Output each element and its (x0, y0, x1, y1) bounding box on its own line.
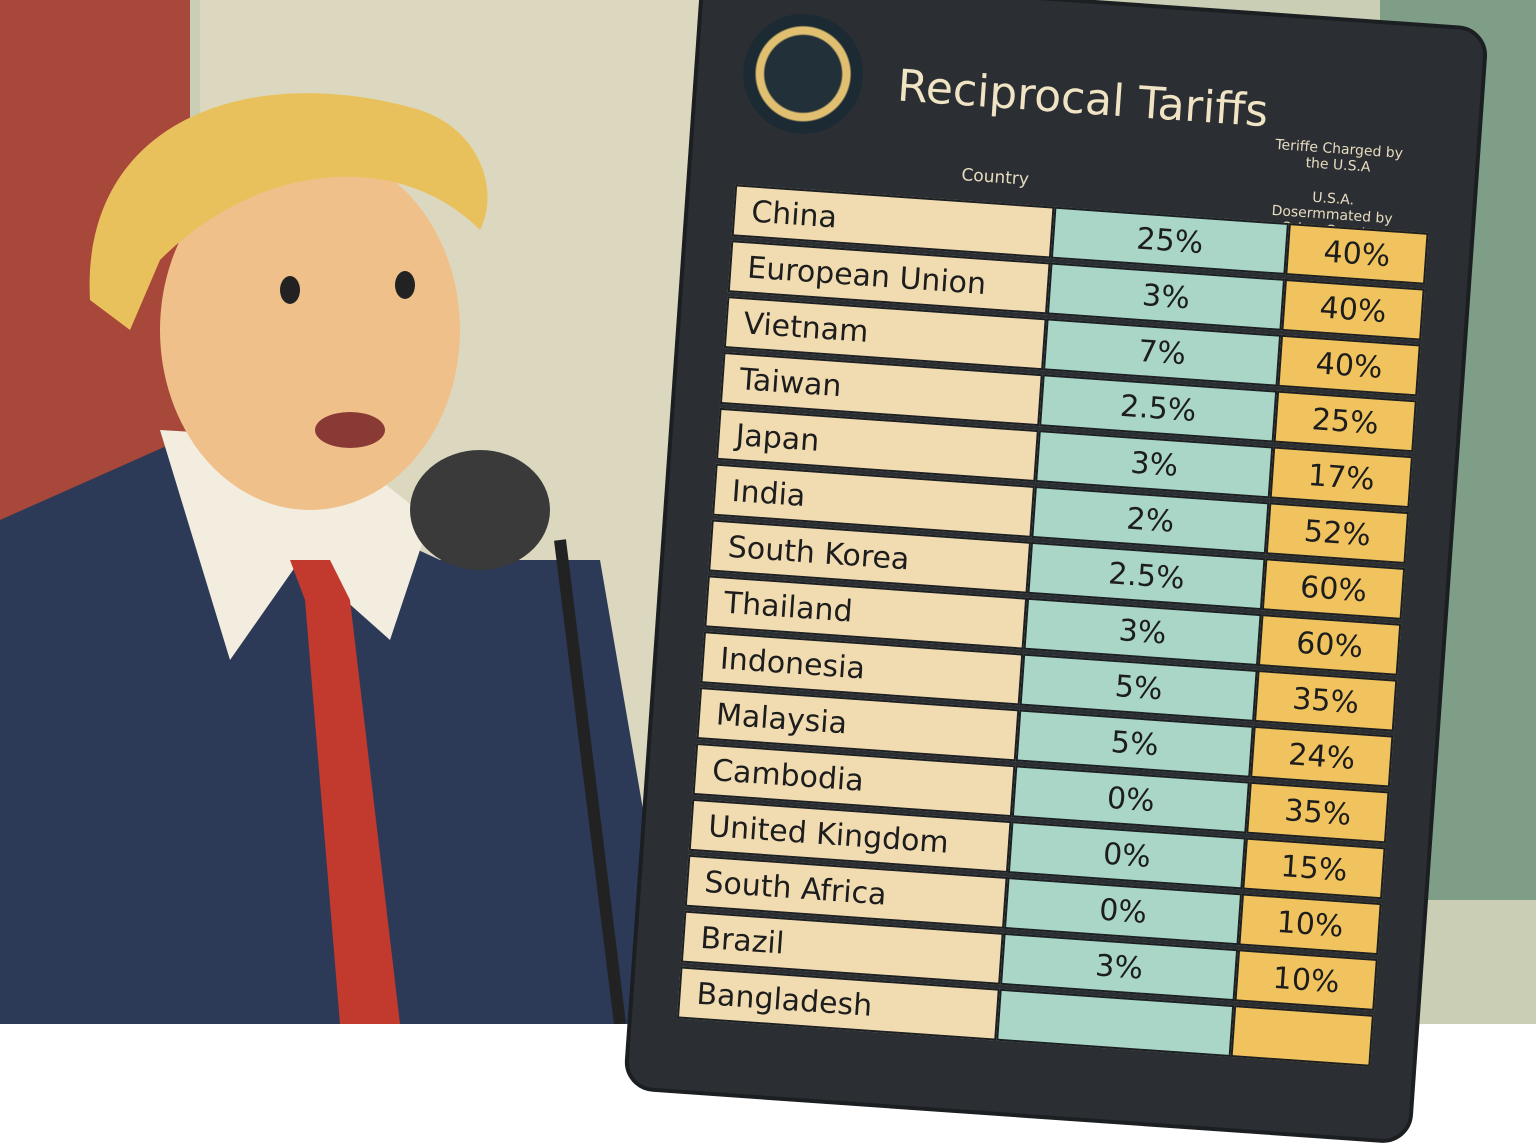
table-cell: 52% (1265, 502, 1410, 565)
table-cell: 40% (1277, 334, 1421, 397)
seal (739, 9, 868, 138)
table-cell (1230, 1005, 1374, 1067)
table-cell: 15% (1242, 837, 1386, 900)
table-cell: 60% (1257, 614, 1402, 676)
table-cell: 40% (1281, 278, 1425, 341)
column-header: Country (960, 165, 1030, 190)
tariff-table: China 25% 40% European Union 3% 40% Vietnam 7% 4… (676, 184, 1439, 1071)
table-cell: 24% (1250, 725, 1394, 788)
head (160, 150, 460, 510)
table-cell: 25% (1273, 390, 1417, 453)
table-cell: 17% (1269, 446, 1413, 509)
table-cell: 60% (1261, 558, 1406, 620)
eye (395, 271, 415, 299)
title: Reciprocal Tariffs (895, 60, 1270, 138)
sign-board: Reciprocal Tariffs Teriffe Charged by th… (622, 0, 1490, 1145)
mic-stand (554, 539, 626, 1024)
tie (290, 560, 400, 1024)
table-cell: 35% (1254, 669, 1398, 732)
table-cell: 35% (1246, 781, 1390, 844)
table-cell: 10% (1238, 893, 1382, 956)
table-cell: 40% (1285, 223, 1429, 285)
table-cell (996, 988, 1235, 1058)
table-cell: 10% (1234, 949, 1378, 1011)
column-header: Teriffe Charged by the U.S.A (1274, 136, 1404, 176)
microphone (410, 450, 550, 570)
eye (280, 276, 300, 304)
mouth (315, 412, 385, 448)
hair (89, 93, 488, 330)
